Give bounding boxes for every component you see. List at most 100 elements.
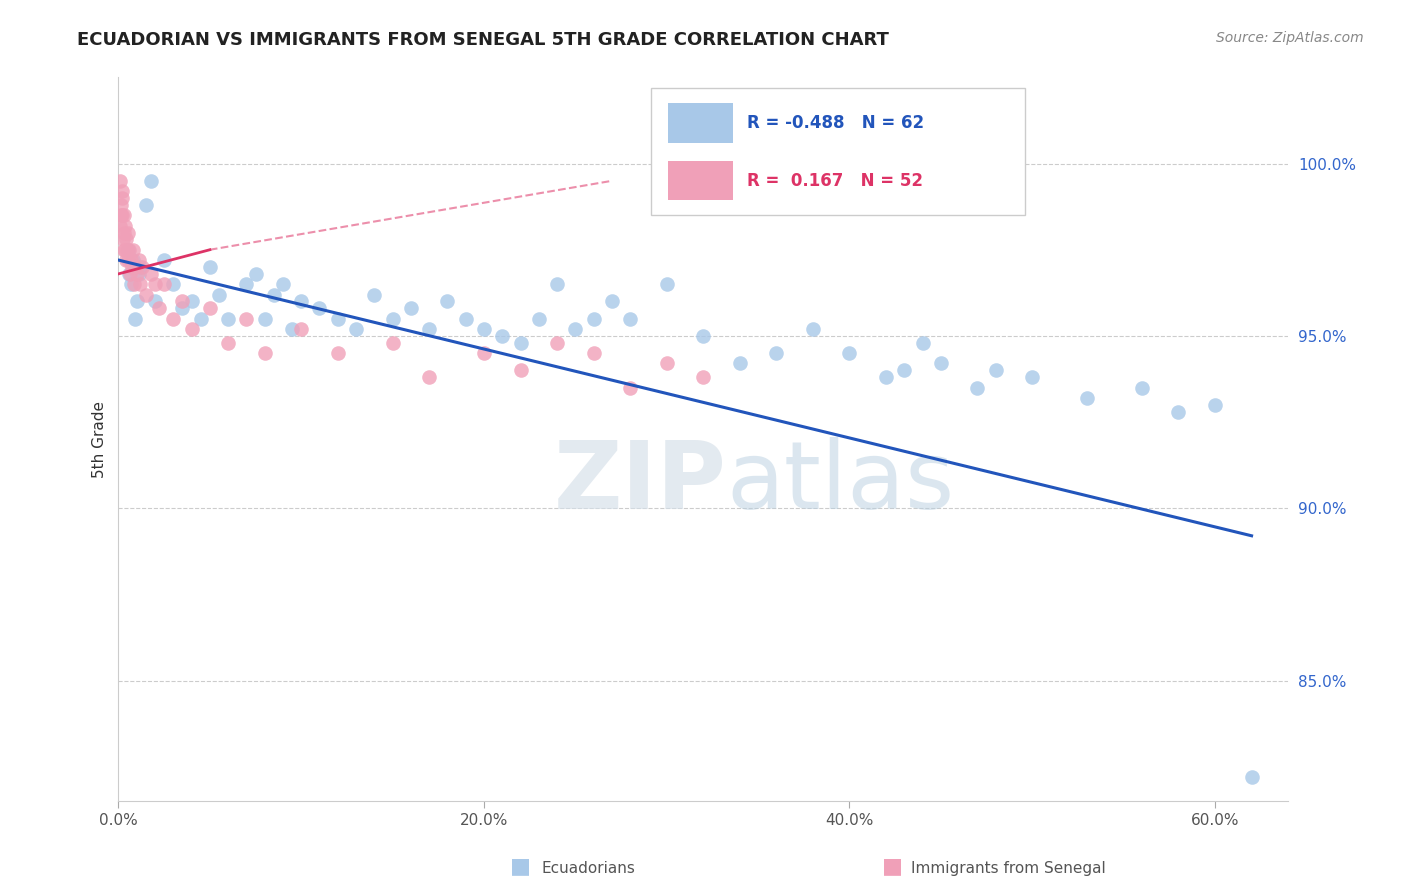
- Point: [141, 267, 163, 281]
- Point: [120, 267, 142, 281]
- Point: [120, 253, 142, 268]
- Text: Ecuadorians: Ecuadorians: [541, 861, 636, 876]
- Point: [235, 277, 257, 292]
- Point: [115, 232, 138, 246]
- Point: [172, 301, 194, 316]
- Text: ECUADORIAN VS IMMIGRANTS FROM SENEGAL 5TH GRADE CORRELATION CHART: ECUADORIAN VS IMMIGRANTS FROM SENEGAL 5T…: [77, 31, 889, 49]
- Text: ■: ■: [883, 856, 903, 876]
- Point: [118, 267, 141, 281]
- Point: [148, 301, 170, 316]
- Point: [129, 260, 152, 274]
- Point: [112, 243, 135, 257]
- Point: [801, 322, 824, 336]
- Point: [108, 219, 131, 233]
- Point: [619, 381, 641, 395]
- Point: [110, 174, 132, 188]
- Point: [125, 267, 148, 281]
- Point: [619, 311, 641, 326]
- Point: [245, 267, 267, 281]
- Point: [454, 311, 477, 326]
- Point: [290, 294, 312, 309]
- Point: [114, 219, 136, 233]
- Point: [582, 311, 605, 326]
- Point: [162, 311, 184, 326]
- Point: [180, 322, 202, 336]
- Point: [235, 311, 257, 326]
- Point: [929, 356, 952, 370]
- Point: [911, 335, 934, 350]
- Point: [117, 226, 139, 240]
- Point: [253, 311, 276, 326]
- Point: [984, 363, 1007, 377]
- Point: [308, 301, 330, 316]
- Point: [546, 335, 568, 350]
- Point: [893, 363, 915, 377]
- Point: [1204, 398, 1226, 412]
- Point: [124, 260, 146, 274]
- Point: [217, 335, 239, 350]
- Point: [115, 243, 138, 257]
- Point: [381, 335, 404, 350]
- Point: [728, 356, 751, 370]
- Point: [363, 287, 385, 301]
- Point: [122, 243, 145, 257]
- Point: [122, 277, 145, 292]
- Text: ZIP: ZIP: [554, 437, 727, 529]
- Point: [399, 301, 422, 316]
- Point: [112, 226, 135, 240]
- Text: Source: ZipAtlas.com: Source: ZipAtlas.com: [1216, 31, 1364, 45]
- Point: [141, 174, 163, 188]
- Point: [966, 381, 988, 395]
- Point: [472, 322, 495, 336]
- Point: [180, 294, 202, 309]
- Point: [582, 346, 605, 360]
- Point: [111, 184, 134, 198]
- Point: [117, 253, 139, 268]
- Point: [143, 277, 166, 292]
- Point: [143, 294, 166, 309]
- Point: [162, 277, 184, 292]
- Point: [655, 356, 678, 370]
- Point: [326, 346, 349, 360]
- Point: [125, 294, 148, 309]
- Point: [838, 346, 860, 360]
- Point: [114, 243, 136, 257]
- Point: [472, 346, 495, 360]
- Point: [198, 260, 221, 274]
- Point: [111, 232, 134, 246]
- Point: [281, 322, 304, 336]
- Text: Immigrants from Senegal: Immigrants from Senegal: [911, 861, 1107, 876]
- Point: [491, 329, 513, 343]
- Point: [120, 277, 142, 292]
- Point: [114, 253, 136, 268]
- Point: [765, 346, 787, 360]
- Point: [527, 311, 550, 326]
- Point: [198, 301, 221, 316]
- Y-axis label: 5th Grade: 5th Grade: [93, 401, 107, 478]
- FancyBboxPatch shape: [668, 161, 733, 201]
- Point: [253, 346, 276, 360]
- Point: [271, 277, 294, 292]
- Point: [124, 311, 146, 326]
- Point: [111, 208, 134, 222]
- Point: [112, 208, 135, 222]
- Point: [131, 260, 153, 274]
- Point: [117, 243, 139, 257]
- Point: [546, 277, 568, 292]
- Point: [110, 208, 132, 222]
- Point: [692, 329, 714, 343]
- Point: [217, 311, 239, 326]
- Point: [418, 322, 440, 336]
- Text: ■: ■: [510, 856, 530, 876]
- Point: [290, 322, 312, 336]
- Point: [129, 277, 152, 292]
- Point: [128, 253, 150, 268]
- Point: [128, 267, 150, 281]
- Point: [121, 260, 143, 274]
- Point: [135, 287, 157, 301]
- Point: [344, 322, 367, 336]
- Point: [110, 198, 132, 212]
- Point: [1076, 391, 1098, 405]
- Point: [655, 277, 678, 292]
- Point: [509, 363, 531, 377]
